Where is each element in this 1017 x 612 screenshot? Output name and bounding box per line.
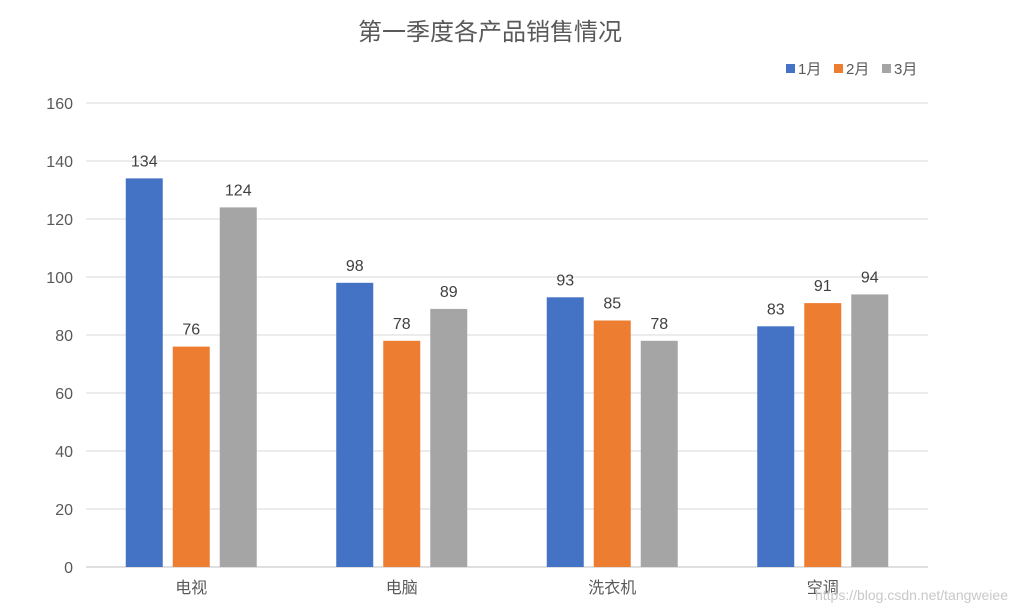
data-labels-group: 134 76 124 98 78 89 93 85 78 83 91 94 <box>131 153 879 338</box>
legend: 1月 2月 3月 <box>786 61 917 78</box>
y-tick-label: 80 <box>55 328 73 345</box>
data-label: 83 <box>767 301 785 318</box>
y-tick-label: 0 <box>64 560 73 577</box>
bar <box>172 346 210 567</box>
bar <box>640 340 678 567</box>
bar <box>593 320 631 567</box>
bar <box>804 303 842 567</box>
y-tick-label: 140 <box>46 154 73 171</box>
y-tick-label: 40 <box>55 444 73 461</box>
y-tick-label: 100 <box>46 270 73 287</box>
chart-title: 第一季度各产品销售情况 <box>358 19 622 46</box>
legend-swatch <box>834 64 843 73</box>
legend-swatch <box>786 64 795 73</box>
data-label: 94 <box>861 269 879 286</box>
data-label: 91 <box>814 278 832 295</box>
legend-swatch <box>882 64 891 73</box>
y-tick-label: 160 <box>46 96 73 113</box>
x-tick-label: 电脑 <box>386 579 418 597</box>
y-tick-label: 20 <box>55 502 73 519</box>
data-label: 134 <box>131 153 158 170</box>
bar <box>125 178 163 567</box>
bar <box>383 340 421 567</box>
data-label: 78 <box>650 316 668 333</box>
data-label: 98 <box>346 258 364 275</box>
y-tick-label: 60 <box>55 386 73 403</box>
data-label: 85 <box>603 296 621 313</box>
x-tick-label: 洗衣机 <box>588 579 636 597</box>
bar <box>851 294 889 567</box>
legend-label: 3月 <box>894 61 917 78</box>
y-tick-label: 120 <box>46 212 73 229</box>
data-label: 89 <box>440 284 458 301</box>
data-label: 124 <box>225 182 252 199</box>
data-label: 78 <box>393 316 411 333</box>
x-tick-label: 空调 <box>807 579 839 597</box>
x-tick-label: 电视 <box>175 579 207 597</box>
bar <box>336 282 374 567</box>
x-axis: 电视 电脑 洗衣机 空调 <box>175 579 839 597</box>
data-label: 93 <box>556 272 574 289</box>
bars-group <box>125 178 889 567</box>
grid-lines <box>86 102 928 568</box>
watermark-text: https://blog.csdn.net/tangweiee <box>815 587 1008 603</box>
bar <box>757 326 795 567</box>
data-label: 76 <box>182 322 200 339</box>
bar <box>219 207 257 567</box>
bar <box>430 308 468 567</box>
y-axis: 0 20 40 60 80 100 120 140 160 <box>46 96 73 577</box>
legend-label: 2月 <box>846 61 869 78</box>
legend-label: 1月 <box>798 61 821 78</box>
bar <box>546 297 584 567</box>
